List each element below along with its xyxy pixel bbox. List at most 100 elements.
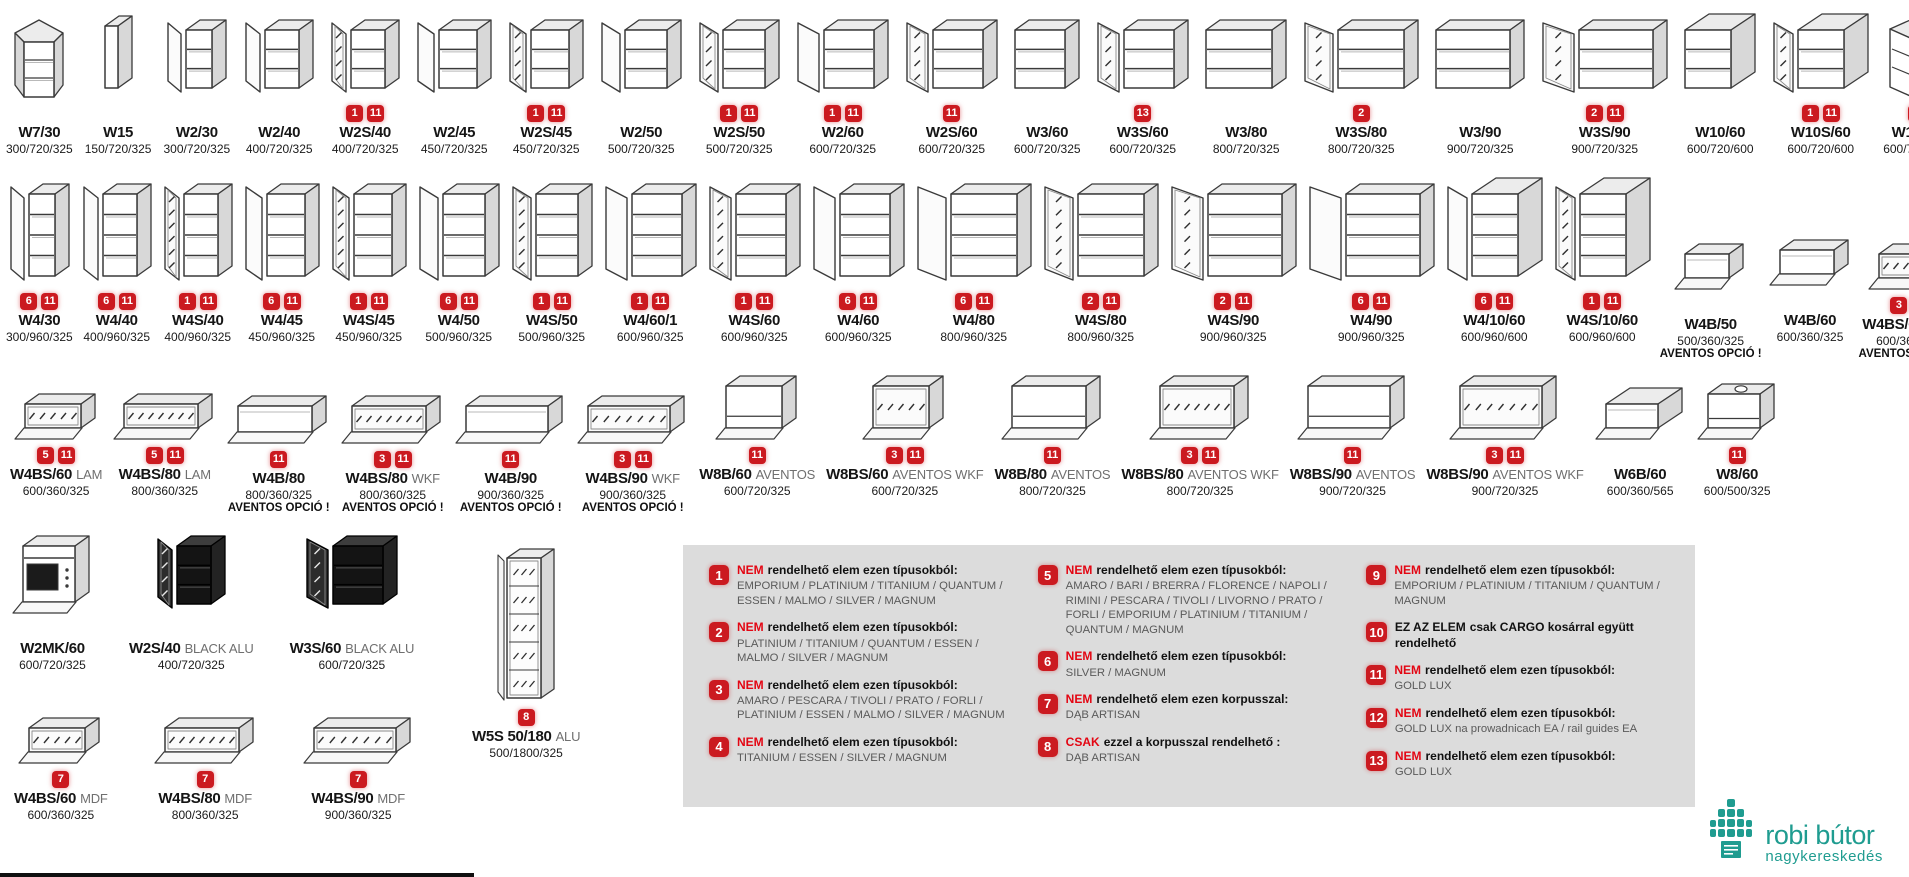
legend-lead: NEM bbox=[737, 620, 764, 635]
cabinet-code: W12/60 bbox=[1891, 124, 1909, 141]
legend-title: rendelhető elem ezen korpusszal: bbox=[1096, 691, 1289, 706]
cabinet-dimensions: 800/360/325 bbox=[171, 808, 239, 822]
badge-row: 6 11 bbox=[262, 291, 301, 311]
cabinet-code: W4BS/80 bbox=[345, 470, 408, 487]
badge-row: 11 bbox=[748, 445, 766, 465]
legend-body: EMPORIUM / PLATINIUM / TITANIUM / QUANTU… bbox=[1394, 580, 1660, 607]
cabinet-dimensions: 800/360/325 bbox=[131, 484, 199, 498]
cabinet-item: 3 11 W8BS/90 AVENTOS WKF 900/720/325 bbox=[1426, 372, 1584, 498]
cabinet-label: W4S/40 bbox=[172, 312, 224, 329]
cabinet-label: W4/80 bbox=[953, 312, 995, 329]
cabinet-label: W4/30 bbox=[18, 312, 60, 329]
legend-number-badge: 1 bbox=[709, 565, 729, 585]
legend-item: 7 NEM rendelhető elem ezen korpusszal: DĄB … bbox=[1037, 691, 1341, 723]
badge-row: 311 bbox=[1890, 295, 1909, 315]
restriction-badge: 3 bbox=[1890, 296, 1908, 314]
cabinet-label: W4B/50 bbox=[1684, 316, 1737, 333]
restriction-badge: 11 bbox=[634, 450, 652, 468]
badge-row: 6 11 bbox=[1475, 291, 1514, 311]
cabinet-item: 7 W4BS/90 MDF 900/360/325 bbox=[303, 714, 414, 822]
glass-door-wall-cabinet-illustration bbox=[696, 16, 782, 102]
restriction-badge: 3 bbox=[885, 446, 903, 464]
glass-flap-cabinet-illustration bbox=[113, 390, 216, 444]
cabinet-label: W3/60 bbox=[1026, 124, 1068, 141]
legend-column: 5 NEM rendelhető elem ezen típusokból: AMAR… bbox=[1037, 563, 1341, 789]
restriction-badge: 11 bbox=[1373, 292, 1391, 310]
restriction-badge: 5 bbox=[145, 446, 163, 464]
badge-row: 7 bbox=[349, 769, 367, 789]
cabinet-item: W3S/60 BLACK ALU 600/720/325 bbox=[290, 532, 414, 672]
wall-cabinet-open-door-illustration bbox=[164, 16, 229, 102]
cabinet-item: 1 11 W10S/60 600/720/600 bbox=[1770, 10, 1871, 156]
cabinet-code: W2/40 bbox=[258, 124, 301, 141]
badge-row: 1 11 bbox=[527, 103, 566, 123]
cabinet-item: W15 150/720/325 bbox=[85, 12, 151, 156]
badge-row: 1 11 bbox=[346, 103, 385, 123]
restriction-badge: 11 bbox=[1202, 446, 1220, 464]
legend-title: rendelhető elem ezen típusokból: bbox=[1425, 705, 1616, 720]
restriction-badge: 6 bbox=[839, 292, 857, 310]
cabinet-item: 1 11 W2S/45 450/720/325 bbox=[506, 16, 586, 156]
cabinet-item: 3 11 W8BS/80 AVENTOS WKF 800/720/325 bbox=[1121, 372, 1279, 498]
tall-wall-cabinet-open-door-illustration bbox=[810, 180, 907, 290]
cabinet-label: W2/60 bbox=[822, 124, 864, 141]
cabinet-item: 1 11 W4S/60 600/960/325 bbox=[706, 180, 803, 344]
cabinet-item: 2 11 W3S/90 900/720/325 bbox=[1539, 16, 1670, 156]
cabinet-dimensions: 400/720/325 bbox=[245, 142, 313, 156]
cabinet-dimensions: 500/720/325 bbox=[705, 142, 773, 156]
cabinet-label: W3/90 bbox=[1459, 124, 1501, 141]
cabinet-dimensions: 600/720/325 bbox=[809, 142, 877, 156]
restriction-badge: 11 bbox=[1728, 446, 1746, 464]
cabinet-code: W10S/60 bbox=[1790, 124, 1851, 141]
cabinet-dimensions: 400/720/325 bbox=[331, 142, 399, 156]
cabinet-code: W2S/50 bbox=[713, 124, 765, 141]
cabinet-label: W3/80 bbox=[1225, 124, 1267, 141]
cabinet-dimensions: 600/720/600 bbox=[1883, 142, 1909, 156]
restriction-badge: 11 bbox=[199, 292, 217, 310]
cabinet-code: W2S/40 bbox=[129, 640, 181, 657]
open-wall-cabinet-illustration bbox=[1012, 16, 1082, 102]
cabinet-dimensions: 600/360/325 bbox=[27, 808, 95, 822]
legend-item: 2 NEM rendelhető elem ezen típusokból: PLAT… bbox=[709, 620, 1012, 665]
cabinet-label-suffix: LAM bbox=[184, 467, 211, 482]
cabinet-item: 6 11 W4/80 800/960/325 bbox=[914, 180, 1034, 344]
cabinet-dimensions: 800/360/325 bbox=[359, 488, 427, 502]
cabinet-item: 1 11 W2S/50 500/720/325 bbox=[696, 16, 782, 156]
microwave-wall-cabinet-illustration bbox=[12, 532, 93, 618]
badge-row: 7 bbox=[196, 769, 214, 789]
glass-flap-cabinet-illustration bbox=[1868, 240, 1909, 294]
cabinet-label: W2S/60 bbox=[926, 124, 978, 141]
cabinet-item: W2S/40 BLACK ALU 400/720/325 bbox=[129, 532, 254, 672]
glass-flap-cabinet-illustration bbox=[18, 714, 103, 768]
cabinet-code: W4/60 bbox=[837, 312, 880, 329]
legend-number-badge: 6 bbox=[1037, 651, 1058, 672]
restriction-badge: 6 bbox=[262, 292, 280, 310]
restriction-badge: 3 bbox=[1485, 446, 1503, 464]
restriction-badge: 1 bbox=[527, 104, 545, 122]
cabinet-item: W3/60 600/720/325 bbox=[1012, 16, 1082, 156]
cabinet-label-suffix: AVENTOS WKF bbox=[1492, 467, 1584, 482]
cabinet-dimensions: 600/960/325 bbox=[720, 330, 788, 344]
legend-lead: EZ AZ ELEM bbox=[1394, 620, 1466, 635]
restriction-badge: 6 bbox=[439, 292, 457, 310]
restriction-badge: 11 bbox=[1496, 292, 1514, 310]
cabinet-item: W2MK/60 600/720/325 bbox=[12, 532, 93, 672]
glass-door-wall-cabinet-illustration bbox=[1301, 16, 1421, 102]
badge-row: 6 11 bbox=[839, 291, 878, 311]
cabinet-dimensions: 600/720/325 bbox=[1109, 142, 1177, 156]
cabinet-label-suffix: ALU bbox=[555, 729, 581, 744]
cabinet-item: 6 11 W4/40 400/960/325 bbox=[80, 180, 154, 344]
cabinet-label: W7/30 bbox=[18, 124, 60, 141]
brand-subtitle: nagykereskedés bbox=[1765, 848, 1883, 866]
cabinet-code: W4S/40 bbox=[171, 312, 224, 329]
restriction-badge: 6 bbox=[1475, 292, 1493, 310]
cabinet-dimensions: 800/960/325 bbox=[1067, 330, 1135, 344]
cabinet-label: W4S/90 bbox=[1207, 312, 1259, 329]
cabinet-dimensions: 500/960/325 bbox=[518, 330, 586, 344]
restriction-badge: 11 bbox=[943, 104, 961, 122]
cabinet-label-suffix: WKF bbox=[411, 471, 440, 486]
tall-glass-door-wall-cabinet-illustration bbox=[329, 180, 409, 290]
glass-flap-cabinet-illustration bbox=[303, 714, 414, 768]
tall-wall-cabinet-open-door-illustration bbox=[1306, 180, 1437, 290]
